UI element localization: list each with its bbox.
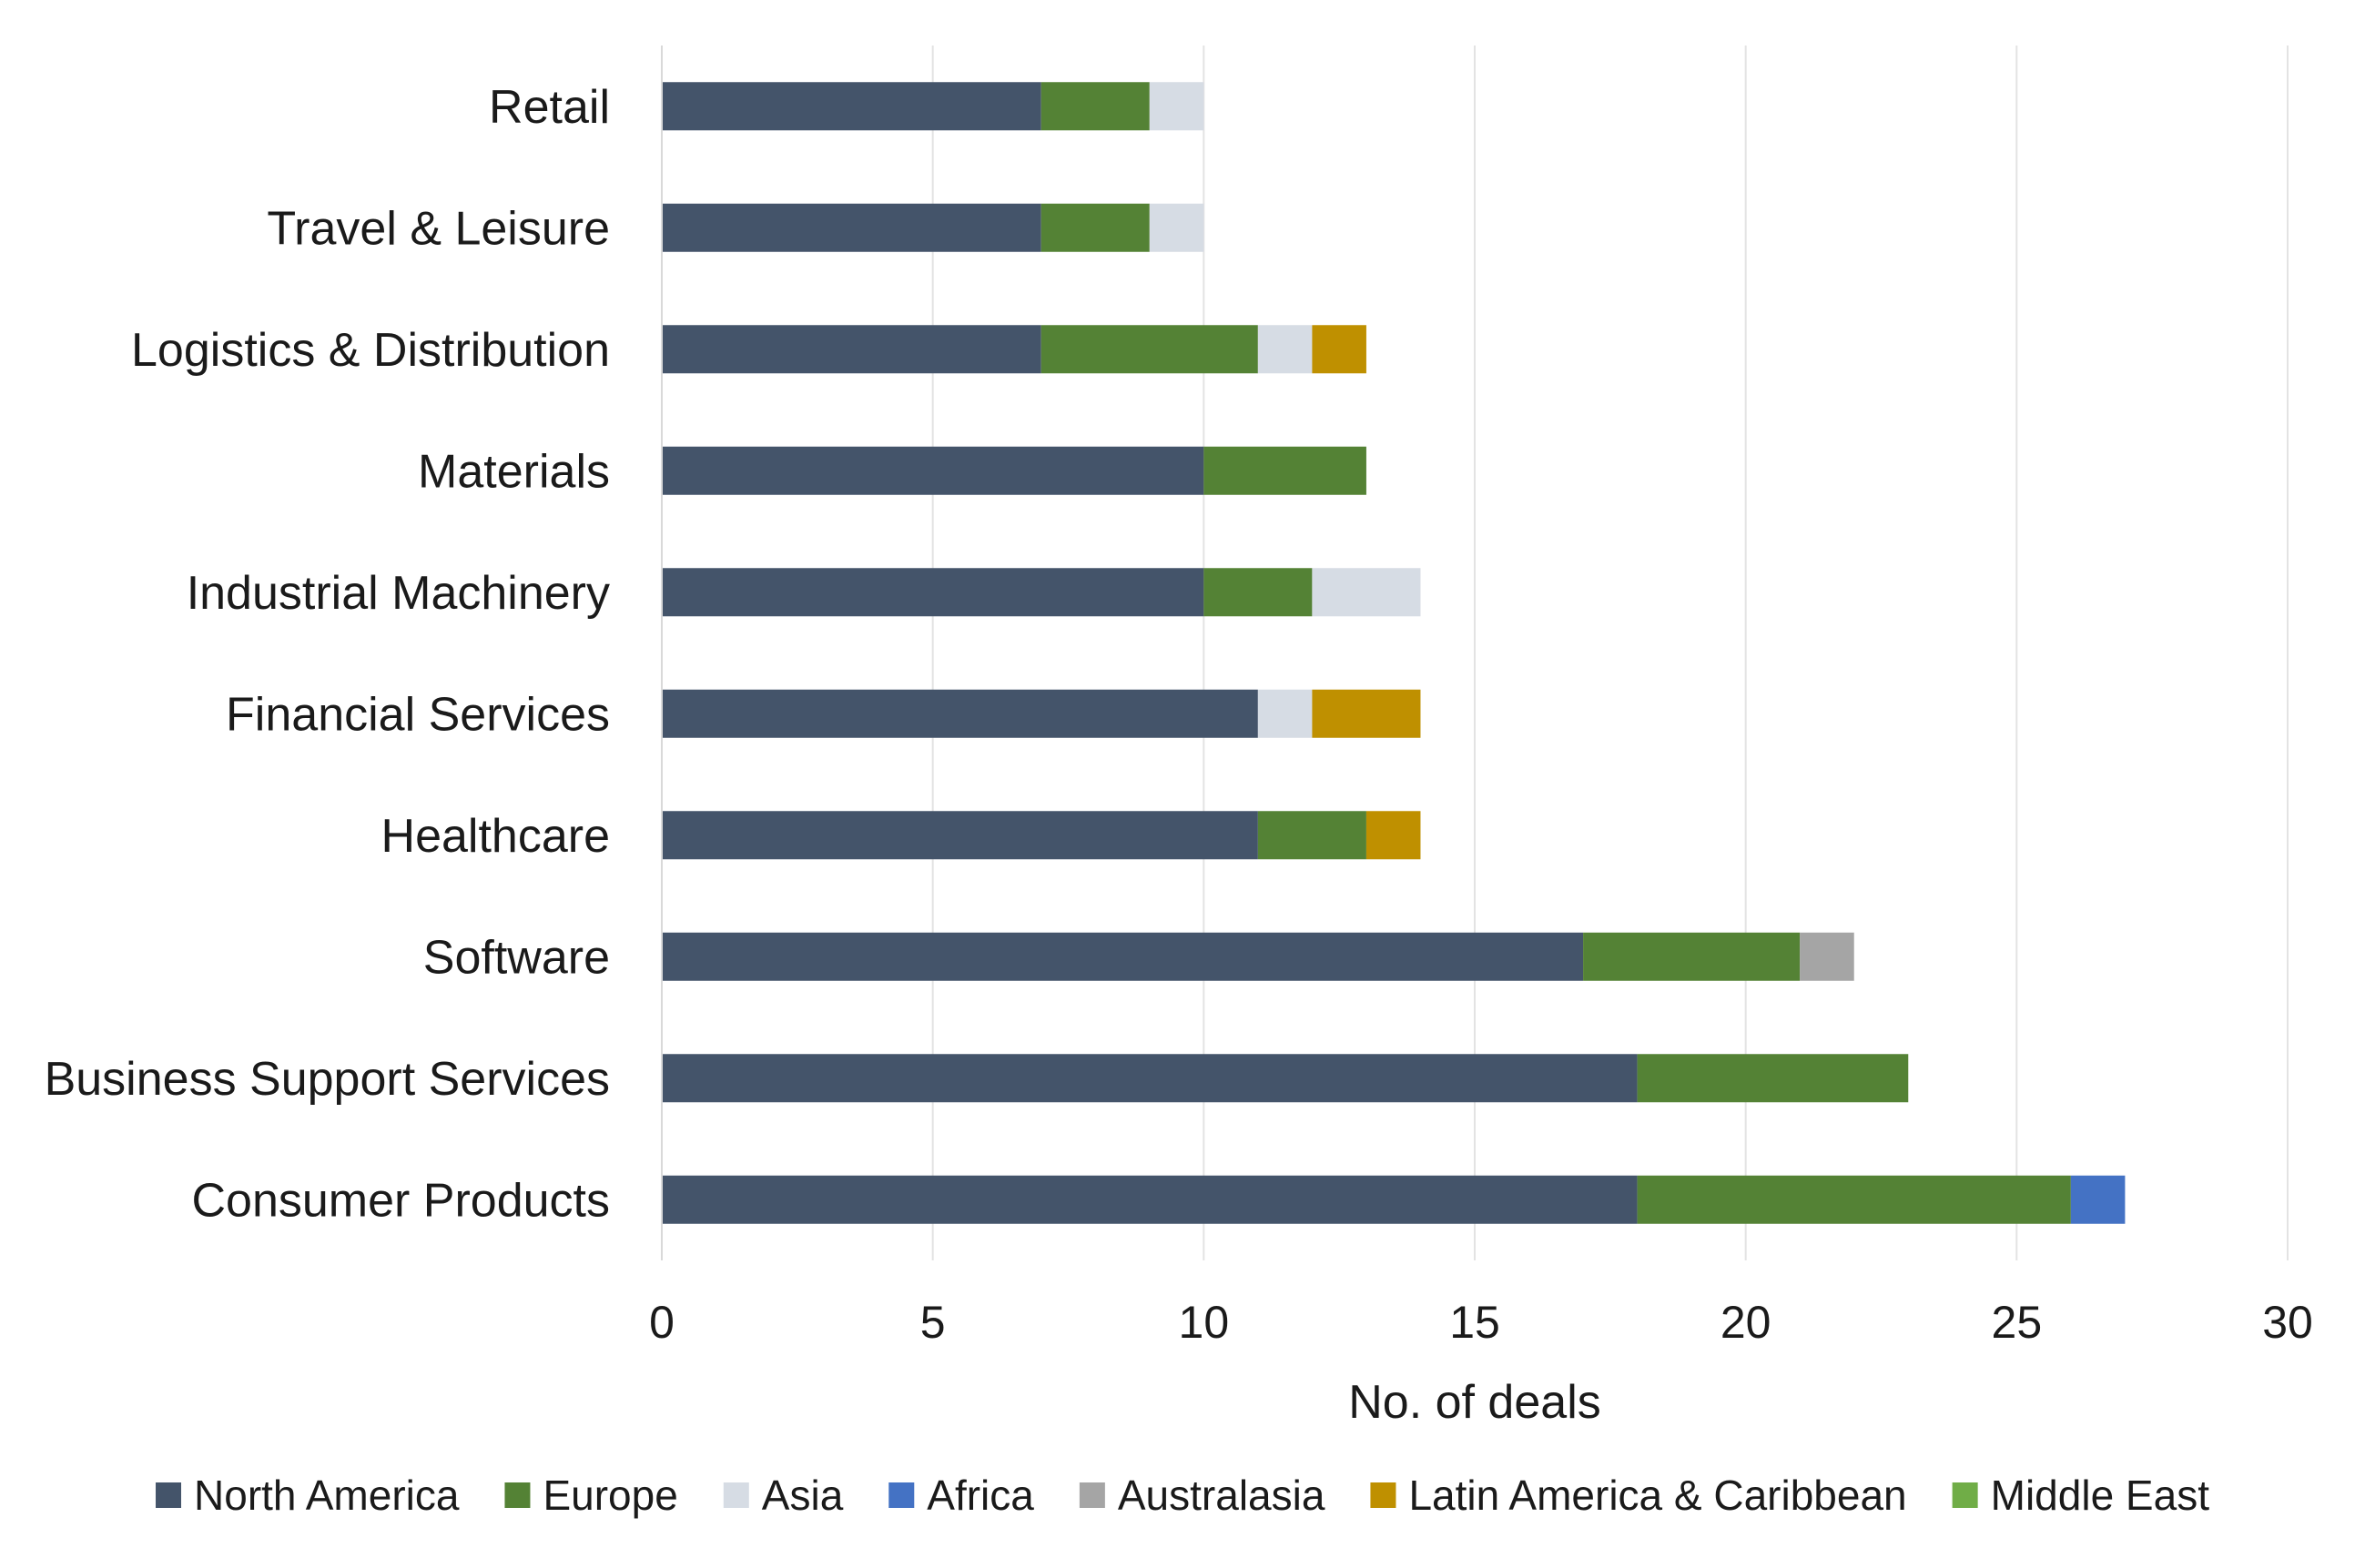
category-label: Retail	[489, 81, 610, 134]
category-label: Software	[423, 931, 610, 984]
bar-segment	[1312, 689, 1421, 738]
bar-segment	[662, 446, 1204, 495]
category-label: Consumer Products	[191, 1174, 610, 1227]
legend-label: North America	[194, 1472, 460, 1519]
bar-segment	[1203, 446, 1366, 495]
bar-segment	[1312, 568, 1421, 617]
bar-segment	[662, 932, 1584, 981]
bar-segment	[1583, 932, 1801, 981]
bar-segment	[1312, 325, 1366, 374]
axes: 0 5 10 15 20 25 30 Retail Travel & Leisure Logist…	[45, 46, 2313, 1348]
bar-segment	[1257, 325, 1313, 374]
bar-segment	[1257, 811, 1366, 860]
category-label: Industrial Machinery	[187, 567, 610, 620]
bar-segment	[1800, 932, 1854, 981]
bar-segment	[662, 689, 1258, 738]
legend-label: Australasia	[1118, 1472, 1325, 1519]
bar-segment	[1365, 811, 1421, 860]
bar-segment	[662, 82, 1041, 131]
bar-segment	[1040, 82, 1150, 131]
bar-segment	[662, 568, 1204, 617]
bar-segment	[2070, 1175, 2126, 1224]
category-label: Financial Services	[226, 688, 610, 741]
x-tick-label: 25	[1992, 1297, 2043, 1348]
legend-swatch	[888, 1482, 915, 1508]
x-tick-label: 0	[649, 1297, 675, 1348]
legend-swatch	[723, 1482, 749, 1508]
legend-swatch	[1079, 1482, 1105, 1508]
bar-segment	[662, 1054, 1638, 1103]
bar-segment	[662, 1175, 1638, 1224]
bar-segment	[662, 325, 1041, 374]
legend-label: Africa	[927, 1472, 1034, 1519]
category-label: Business Support Services	[45, 1053, 610, 1106]
x-axis-title: No. of deals	[1348, 1376, 1601, 1429]
bar-segment	[662, 203, 1041, 252]
legend-swatch	[1370, 1482, 1396, 1508]
legend: North America Europe Asia Africa Australasia…	[156, 1472, 2209, 1519]
legend-label: Latin America & Caribbean	[1408, 1472, 1906, 1519]
bar-segment	[1040, 203, 1150, 252]
legend-swatch	[156, 1482, 182, 1508]
x-tick-label: 30	[2262, 1297, 2313, 1348]
category-label: Materials	[418, 445, 610, 498]
bar-segment	[1637, 1054, 1909, 1103]
legend-label: Asia	[762, 1472, 844, 1519]
bar-segment	[662, 811, 1258, 860]
bar-segment	[1149, 82, 1204, 131]
x-tick-label: 15	[1449, 1297, 1500, 1348]
legend-label: Middle East	[1991, 1472, 2210, 1519]
x-tick-label: 20	[1720, 1297, 1771, 1348]
legend-swatch	[1952, 1482, 1978, 1508]
legend-swatch	[504, 1482, 531, 1508]
x-tick-label: 10	[1179, 1297, 1230, 1348]
bar-segment	[1040, 325, 1258, 374]
bar-segment	[1149, 203, 1204, 252]
bar-segment	[1257, 689, 1313, 738]
category-label: Travel & Leisure	[267, 202, 610, 255]
category-label: Healthcare	[381, 810, 610, 863]
bar-segment	[1203, 568, 1313, 617]
x-tick-label: 5	[920, 1297, 946, 1348]
legend-label: Europe	[543, 1472, 677, 1519]
category-label: Logistics & Distribution	[131, 324, 610, 377]
bars	[662, 82, 2126, 1224]
bar-segment	[1637, 1175, 2071, 1224]
